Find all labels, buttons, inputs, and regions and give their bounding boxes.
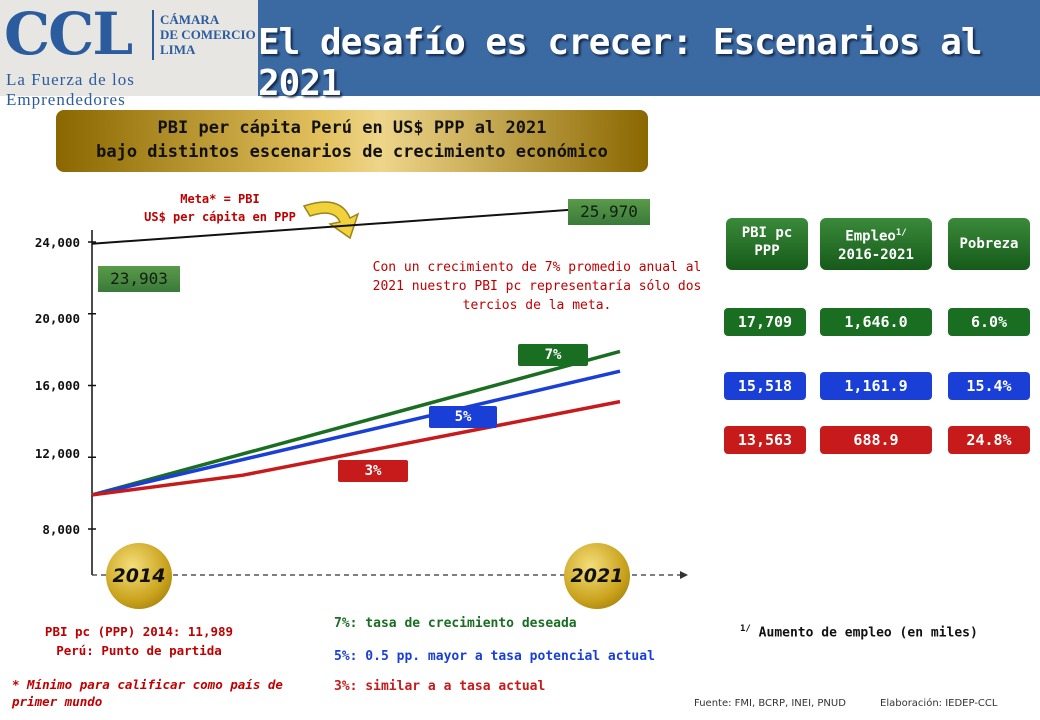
- header-bar: El desafío es crecer: Escenarios al 2021: [258, 0, 1040, 104]
- banner-line-1: PBI per cápita Perú en US$ PPP al 2021: [157, 118, 547, 138]
- row-pobreza-3: 24.8%: [948, 426, 1030, 454]
- ytick-label: 24,000: [34, 235, 80, 250]
- logo-separator: [152, 10, 154, 60]
- row-pbi-3: 13,563: [724, 426, 806, 454]
- footnote-empleo: 1/ Aumento de empleo (en miles): [740, 624, 978, 640]
- legend-7: 7%: tasa de crecimiento deseada: [334, 616, 577, 631]
- series-line-5pct: [91, 369, 621, 497]
- header-pobreza: Pobreza: [948, 218, 1030, 270]
- x-axis-arrow-icon: [680, 571, 688, 579]
- year-2014-coin: 2014: [106, 543, 172, 609]
- ytick-label: 16,000: [34, 378, 80, 393]
- banner-line-2: bajo distintos escenarios de crecimiento…: [96, 142, 608, 162]
- row-pobreza-5: 15.4%: [948, 372, 1030, 400]
- year-2021-coin: 2021: [564, 543, 630, 609]
- series-line-7pct: [91, 349, 621, 497]
- header-empleo: Empleo1/ 2016-2021: [820, 218, 932, 270]
- start-note-line-2: Perú: Punto de partida: [56, 643, 222, 658]
- ytick-label: 8,000: [42, 522, 80, 537]
- year-2021-label: 2021: [570, 565, 624, 587]
- start-note: PBI pc (PPP) 2014: 11,989 Perú: Punto de…: [14, 622, 264, 660]
- header-empleo-label: Empleo: [845, 228, 896, 245]
- logo-tagline: La Fuerza de los Emprendedores: [6, 70, 135, 109]
- meta-line: [91, 205, 615, 245]
- logo-org-name: CÁMARA DE COMERCIO LIMA: [160, 12, 256, 57]
- source-note: Fuente: FMI, BCRP, INEI, PNUD: [694, 698, 846, 709]
- row-pobreza-7: 6.0%: [948, 308, 1030, 336]
- series-label-7: 7%: [518, 344, 588, 366]
- row-pbi-5: 15,518: [724, 372, 806, 400]
- meta-note-line-2: US$ per cápita en PPP: [144, 210, 296, 224]
- ytick-label: 12,000: [34, 446, 80, 461]
- header-empleo-sup: 1/: [895, 228, 907, 238]
- ccl-logo: CCL CÁMARA DE COMERCIO LIMA La Fuerza de…: [0, 0, 260, 109]
- footnote-meta: * Mínimo para calificar como país de pri…: [12, 677, 283, 709]
- row-pbi-7: 17,709: [724, 308, 806, 336]
- start-note-line-1: PBI pc (PPP) 2014: 11,989: [44, 624, 234, 639]
- page-title: El desafío es crecer: Escenarios al 2021: [258, 22, 983, 104]
- footnote-empleo-text: Aumento de empleo (en miles): [758, 625, 978, 641]
- legend-3: 3%: similar a a tasa actual: [334, 679, 546, 694]
- year-2014-label: 2014: [112, 565, 166, 587]
- ytick-label: 20,000: [34, 311, 80, 326]
- logo-text: CCL: [4, 0, 133, 68]
- header-empleo-period: 2016-2021: [838, 246, 914, 263]
- row-empleo-7: 1,646.0: [820, 308, 932, 336]
- meta-note: Meta* = PBI US$ per cápita en PPP: [100, 190, 340, 226]
- credit-note: Elaboración: IEDEP-CCL: [880, 698, 998, 709]
- meta-note-line-1: Meta* = PBI: [180, 192, 260, 206]
- row-empleo-5: 1,161.9: [820, 372, 932, 400]
- meta-end-value: 25,970: [568, 199, 650, 225]
- chart-banner: PBI per cápita Perú en US$ PPP al 2021 b…: [56, 110, 648, 172]
- series-label-3: 3%: [338, 460, 408, 482]
- curved-arrow-icon: [302, 201, 360, 240]
- row-empleo-3: 688.9: [820, 426, 932, 454]
- meta-start-value: 23,903: [98, 266, 180, 292]
- footnote-empleo-sup: 1/: [740, 624, 751, 634]
- legend-5: 5%: 0.5 pp. mayor a tasa potencial actua…: [334, 649, 655, 664]
- chart-annotation: Con un crecimiento de 7% promedio anual …: [372, 260, 702, 313]
- header-pbi-pc: PBI pc PPP: [726, 218, 808, 270]
- series-label-5: 5%: [429, 406, 497, 428]
